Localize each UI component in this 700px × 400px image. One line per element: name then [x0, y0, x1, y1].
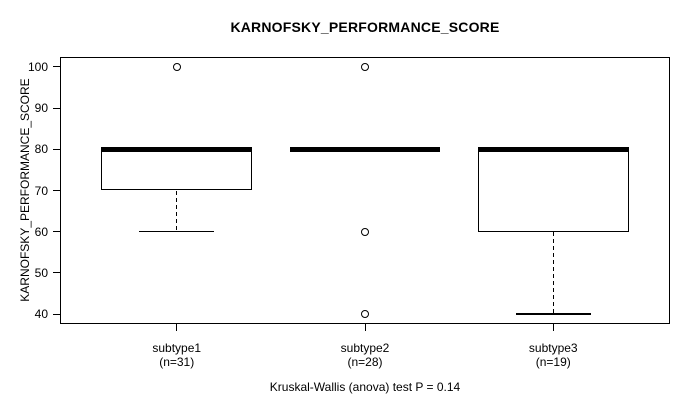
- y-tick-label: 90: [34, 101, 48, 116]
- whisker-line: [175, 190, 178, 232]
- outlier-point: [172, 62, 181, 71]
- x-axis-tick: [176, 324, 178, 331]
- group-sublabel: (n=19): [535, 355, 571, 369]
- x-axis-tick: [552, 324, 554, 331]
- y-tick-label: 60: [34, 224, 48, 239]
- outlier-point: [361, 310, 369, 319]
- y-tick-label: 40: [34, 307, 48, 322]
- box-iqr: [101, 149, 253, 191]
- group-sublabel: (n=31): [159, 355, 195, 369]
- stats-caption: Kruskal-Wallis (anova) test P = 0.14: [269, 380, 461, 394]
- y-axis-tick: [53, 107, 60, 109]
- group-label: subtype2: [340, 341, 390, 355]
- y-axis-tick: [53, 272, 60, 274]
- median-line: [477, 146, 629, 152]
- group-label: subtype3: [528, 341, 578, 355]
- whisker-cap: [515, 313, 591, 315]
- y-axis-tick: [53, 190, 60, 191]
- median-line: [101, 146, 253, 152]
- x-axis-tick: [364, 324, 366, 331]
- y-axis-tick: [53, 148, 60, 150]
- median-line: [289, 146, 441, 152]
- y-tick-label: 70: [34, 183, 48, 198]
- group-sublabel: (n=28): [347, 355, 383, 369]
- y-axis-tick: [53, 231, 60, 233]
- y-tick-label: 100: [27, 59, 48, 74]
- chart-title: KARNOFSKY_PERFORMANCE_SCORE: [230, 19, 500, 35]
- outlier-point: [361, 62, 369, 71]
- box-iqr: [477, 149, 629, 232]
- y-tick-label: 80: [34, 142, 48, 157]
- plot-area: [60, 57, 670, 324]
- group-label: subtype1: [152, 341, 202, 355]
- outlier-point: [361, 227, 369, 236]
- y-tick-label: 50: [34, 265, 48, 280]
- whisker-line: [552, 231, 555, 315]
- whisker-cap: [139, 230, 215, 233]
- y-axis-tick: [53, 66, 60, 68]
- y-axis-tick: [53, 313, 60, 315]
